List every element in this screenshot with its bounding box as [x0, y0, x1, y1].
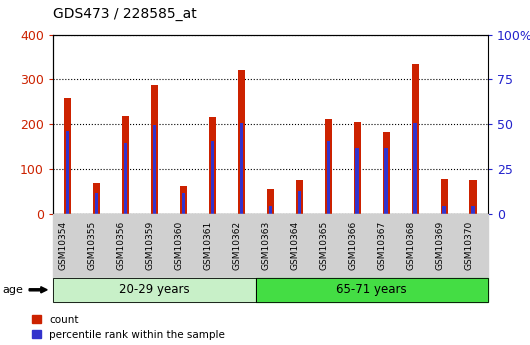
Bar [296, 180, 303, 214]
Bar [383, 132, 390, 214]
Text: 65-71 years: 65-71 years [337, 283, 407, 296]
Bar [267, 189, 274, 214]
Bar [411, 64, 419, 214]
Bar [182, 193, 185, 214]
Text: GSM10368: GSM10368 [406, 221, 415, 270]
Bar [356, 148, 359, 214]
Bar [354, 122, 361, 214]
Bar [443, 206, 446, 214]
Bar [297, 191, 301, 214]
Bar [470, 180, 477, 214]
Bar [95, 193, 98, 214]
Text: GSM10367: GSM10367 [377, 221, 386, 270]
Bar [66, 131, 69, 214]
Text: GSM10359: GSM10359 [145, 221, 154, 270]
Bar [64, 98, 71, 214]
Bar [324, 119, 332, 214]
Bar [237, 70, 245, 214]
Bar [180, 186, 187, 214]
Bar [440, 179, 448, 214]
Text: GSM10356: GSM10356 [117, 221, 126, 270]
Text: 20-29 years: 20-29 years [119, 283, 190, 296]
Bar [326, 141, 330, 214]
Bar [471, 206, 475, 214]
Text: GSM10363: GSM10363 [261, 221, 270, 270]
Text: GSM10366: GSM10366 [348, 221, 357, 270]
Text: GSM10362: GSM10362 [232, 221, 241, 270]
Text: GSM10364: GSM10364 [290, 221, 299, 270]
Bar [240, 123, 243, 214]
Text: GDS473 / 228585_at: GDS473 / 228585_at [53, 7, 197, 21]
Text: GSM10354: GSM10354 [58, 221, 67, 270]
Bar [151, 85, 158, 214]
Bar [209, 117, 216, 214]
Bar [153, 125, 156, 214]
Legend: count, percentile rank within the sample: count, percentile rank within the sample [32, 315, 225, 340]
Bar [269, 206, 272, 214]
Bar [93, 183, 100, 214]
Text: GSM10369: GSM10369 [435, 221, 444, 270]
Bar [413, 123, 417, 214]
Text: GSM10360: GSM10360 [174, 221, 183, 270]
Text: GSM10355: GSM10355 [87, 221, 96, 270]
Text: GSM10361: GSM10361 [204, 221, 213, 270]
Text: age: age [3, 285, 23, 295]
Bar [123, 143, 127, 214]
Bar [384, 148, 388, 214]
Bar [122, 116, 129, 214]
Text: GSM10365: GSM10365 [319, 221, 328, 270]
Bar [210, 141, 214, 214]
Text: GSM10370: GSM10370 [464, 221, 473, 270]
